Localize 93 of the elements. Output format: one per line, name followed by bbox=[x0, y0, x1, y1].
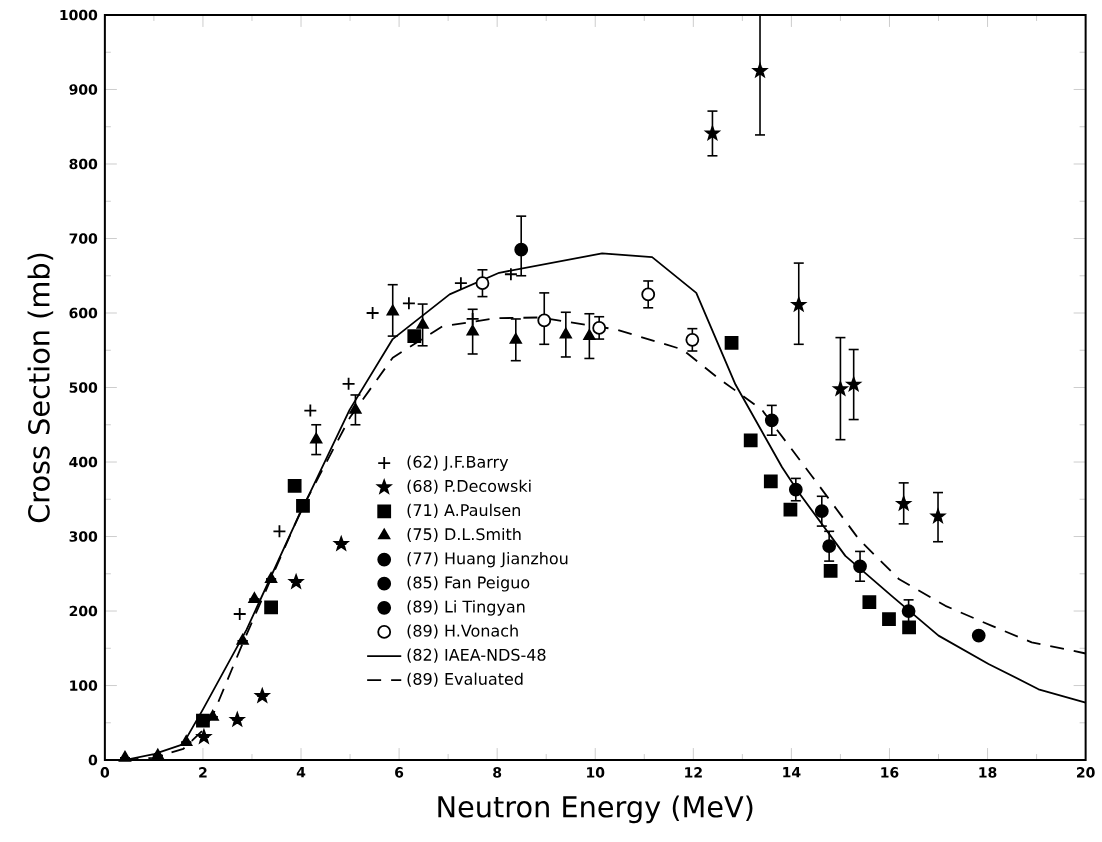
point bbox=[402, 296, 416, 311]
point bbox=[365, 306, 380, 320]
point bbox=[196, 729, 212, 744]
point bbox=[641, 287, 656, 302]
x-tick-label: 12 bbox=[685, 767, 702, 778]
point bbox=[788, 482, 803, 497]
point bbox=[303, 403, 318, 418]
legend-label: (89) H.Vonach bbox=[407, 624, 518, 639]
y-tick-label: 600 bbox=[69, 307, 98, 319]
point bbox=[465, 312, 480, 326]
point bbox=[882, 612, 896, 627]
point bbox=[902, 620, 916, 635]
point bbox=[504, 267, 518, 282]
point bbox=[833, 381, 848, 396]
point bbox=[255, 688, 270, 703]
point bbox=[151, 748, 164, 760]
point bbox=[559, 327, 572, 339]
y-tick-label: 100 bbox=[70, 680, 98, 691]
point bbox=[475, 276, 490, 291]
x-axis-title: Neutron Energy (MeV) bbox=[438, 795, 753, 824]
point bbox=[514, 242, 529, 257]
y-tick-label: 1000 bbox=[60, 9, 98, 21]
point bbox=[232, 607, 247, 621]
y-tick-label: 300 bbox=[69, 531, 98, 542]
point bbox=[466, 324, 479, 336]
point bbox=[763, 474, 778, 489]
point bbox=[971, 628, 986, 643]
point bbox=[272, 524, 287, 539]
legend-label: (89) Evaluated bbox=[407, 672, 523, 687]
x-tick-label: 18 bbox=[979, 767, 997, 778]
x-tick-label: 2 bbox=[199, 767, 207, 778]
point bbox=[453, 276, 468, 291]
legend-label: (71) A.Paulsen bbox=[407, 503, 520, 519]
y-tick-label: 400 bbox=[69, 456, 98, 468]
point bbox=[583, 329, 596, 341]
point bbox=[386, 304, 399, 316]
legend-label: (77) Huang Jianzhou bbox=[407, 552, 568, 568]
point bbox=[822, 539, 837, 554]
legend-label: (68) P.Decowski bbox=[407, 479, 531, 494]
point bbox=[853, 559, 867, 574]
x-tick-label: 20 bbox=[1076, 767, 1095, 778]
legend-label: (85) Fan Peiguo bbox=[407, 576, 530, 592]
point bbox=[416, 318, 429, 329]
legend-label: (89) Li Tingyan bbox=[407, 600, 525, 616]
y-tick-label: 0 bbox=[88, 754, 98, 766]
y-tick-label: 500 bbox=[69, 382, 98, 393]
point bbox=[752, 63, 768, 78]
x-tick-label: 0 bbox=[100, 767, 110, 778]
point bbox=[537, 313, 552, 328]
y-tick-label: 800 bbox=[69, 158, 98, 170]
point bbox=[930, 508, 946, 523]
point bbox=[896, 496, 911, 511]
legend-label: (75) D.L.Smith bbox=[407, 527, 521, 543]
x-tick-label: 6 bbox=[395, 767, 404, 778]
x-tick-label: 8 bbox=[493, 767, 502, 778]
point bbox=[265, 572, 278, 583]
y-tick-label: 700 bbox=[69, 233, 98, 244]
point bbox=[236, 633, 249, 645]
point bbox=[901, 604, 916, 618]
y-tick-label: 900 bbox=[69, 84, 98, 95]
point bbox=[764, 413, 779, 428]
point bbox=[685, 332, 700, 347]
point bbox=[705, 125, 720, 140]
y-axis-title: Cross Section (mb) bbox=[27, 253, 54, 523]
point bbox=[287, 479, 302, 493]
point bbox=[230, 712, 245, 727]
point bbox=[296, 499, 310, 513]
point bbox=[180, 735, 193, 747]
point bbox=[592, 321, 607, 335]
point bbox=[341, 376, 356, 391]
point bbox=[349, 403, 362, 414]
point bbox=[743, 433, 758, 448]
x-tick-label: 14 bbox=[783, 767, 801, 778]
point bbox=[118, 750, 132, 762]
x-tick-label: 16 bbox=[881, 767, 899, 778]
point bbox=[783, 502, 798, 517]
x-tick-label: 4 bbox=[296, 767, 306, 778]
point bbox=[407, 329, 422, 344]
point bbox=[509, 332, 522, 344]
point bbox=[334, 536, 349, 551]
x-tick-label: 10 bbox=[587, 767, 605, 778]
point bbox=[823, 563, 838, 578]
legend-label: (62) J.F.Barry bbox=[407, 455, 509, 471]
point bbox=[724, 335, 739, 350]
legend-label: (82) IAEA-NDS-48 bbox=[407, 648, 546, 663]
point bbox=[310, 432, 323, 444]
point bbox=[862, 595, 877, 610]
point bbox=[288, 574, 304, 589]
point bbox=[814, 504, 829, 519]
y-tick-label: 200 bbox=[69, 605, 98, 617]
point bbox=[791, 297, 806, 312]
point bbox=[264, 600, 278, 615]
point bbox=[846, 377, 861, 391]
